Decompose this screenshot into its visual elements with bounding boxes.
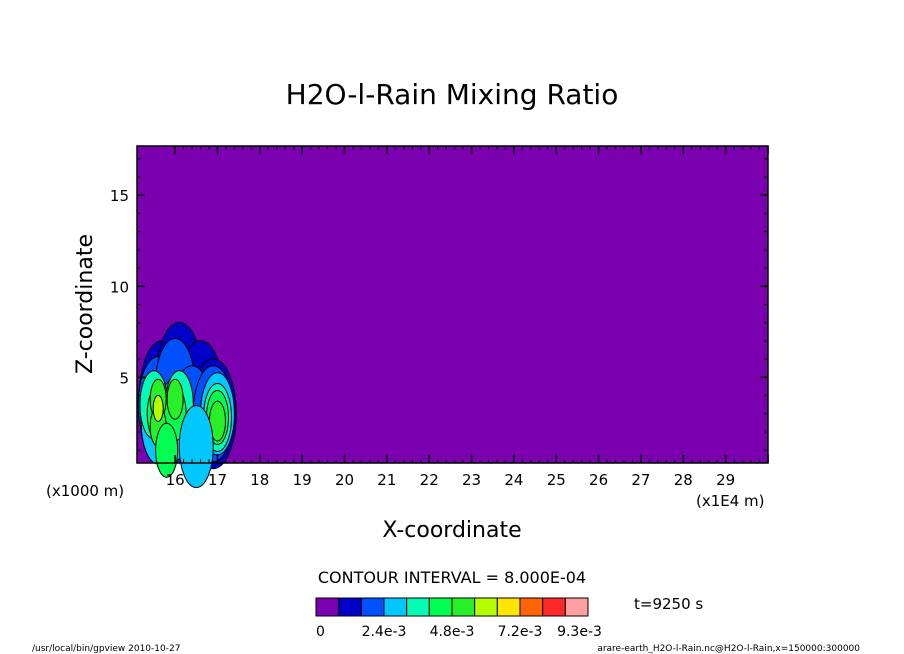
x-axis-ticks: 16 17 18 19 20 21 22 23 24 25 26 27 28 29 bbox=[166, 146, 769, 489]
time-label: t=9250 s bbox=[634, 595, 703, 613]
contour-cells bbox=[137, 321, 237, 489]
colorbar-swatch bbox=[519, 597, 544, 617]
colorbar-swatch bbox=[338, 597, 362, 617]
x-tick-label: 28 bbox=[674, 471, 693, 489]
contour-cell-22 bbox=[155, 422, 179, 478]
colorbar-swatch bbox=[542, 597, 566, 617]
x-tick-label: 27 bbox=[631, 471, 650, 489]
colorbar-swatch bbox=[383, 597, 408, 617]
x-tick-label: 17 bbox=[208, 471, 227, 489]
colorbar bbox=[315, 597, 589, 617]
colorbar-label: 4.8e-3 bbox=[430, 624, 475, 640]
x-tick-label: 19 bbox=[293, 471, 312, 489]
x-tick-label: 18 bbox=[250, 471, 269, 489]
x-unit-right: (x1E4 m) bbox=[696, 492, 765, 510]
colorbar-swatch bbox=[474, 597, 498, 617]
x-tick-label: 25 bbox=[547, 471, 566, 489]
contour-interval: CONTOUR INTERVAL = 8.000E-04 bbox=[318, 568, 586, 587]
colorbar-labels: 0 2.4e-3 4.8e-3 7.2e-3 9.3e-3 bbox=[316, 624, 602, 640]
contour-cell-19 bbox=[166, 378, 184, 420]
colorbar-swatch bbox=[564, 597, 589, 617]
y-tick-label: 5 bbox=[119, 369, 129, 387]
colorbar-swatch bbox=[496, 597, 521, 617]
x-tick-label: 22 bbox=[420, 471, 439, 489]
colorbar-swatch bbox=[428, 597, 453, 617]
y-tick-label: 10 bbox=[110, 278, 129, 296]
x-tick-label: 23 bbox=[462, 471, 481, 489]
x-tick-label: 16 bbox=[166, 471, 185, 489]
x-unit-left: (x1000 m) bbox=[46, 482, 124, 500]
plot-area bbox=[136, 145, 769, 489]
y-tick-label: 15 bbox=[110, 187, 129, 205]
x-tick-label: 24 bbox=[504, 471, 523, 489]
chart-title: H2O-l-Rain Mixing Ratio bbox=[286, 78, 619, 111]
contour-cell-23 bbox=[178, 405, 214, 489]
plot-background bbox=[137, 146, 768, 463]
x-tick-label: 20 bbox=[335, 471, 354, 489]
contour-cell-21 bbox=[152, 394, 164, 422]
colorbar-label: 7.2e-3 bbox=[498, 624, 543, 640]
colorbar-label: 2.4e-3 bbox=[362, 624, 407, 640]
y-axis-ticks: 5 10 15 bbox=[110, 158, 768, 451]
colorbar-swatch bbox=[451, 597, 476, 617]
colorbar-swatch bbox=[406, 597, 430, 617]
colorbar-label: 0 bbox=[316, 624, 325, 640]
footer-left: /usr/local/bin/gpview 2010-10-27 bbox=[32, 644, 180, 654]
x-tick-label: 21 bbox=[377, 471, 396, 489]
colorbar-swatch bbox=[360, 597, 385, 617]
x-axis-label: X-coordinate bbox=[382, 518, 521, 543]
footer-right: arare-earth_H2O-l-Rain.nc@H2O-l-Rain,x=1… bbox=[597, 644, 860, 654]
x-tick-label: 26 bbox=[589, 471, 608, 489]
colorbar-label: 9.3e-3 bbox=[557, 624, 602, 640]
colorbar-swatch bbox=[315, 597, 340, 617]
x-tick-label: 29 bbox=[716, 471, 735, 489]
y-axis-label: Z-coordinate bbox=[73, 234, 98, 374]
